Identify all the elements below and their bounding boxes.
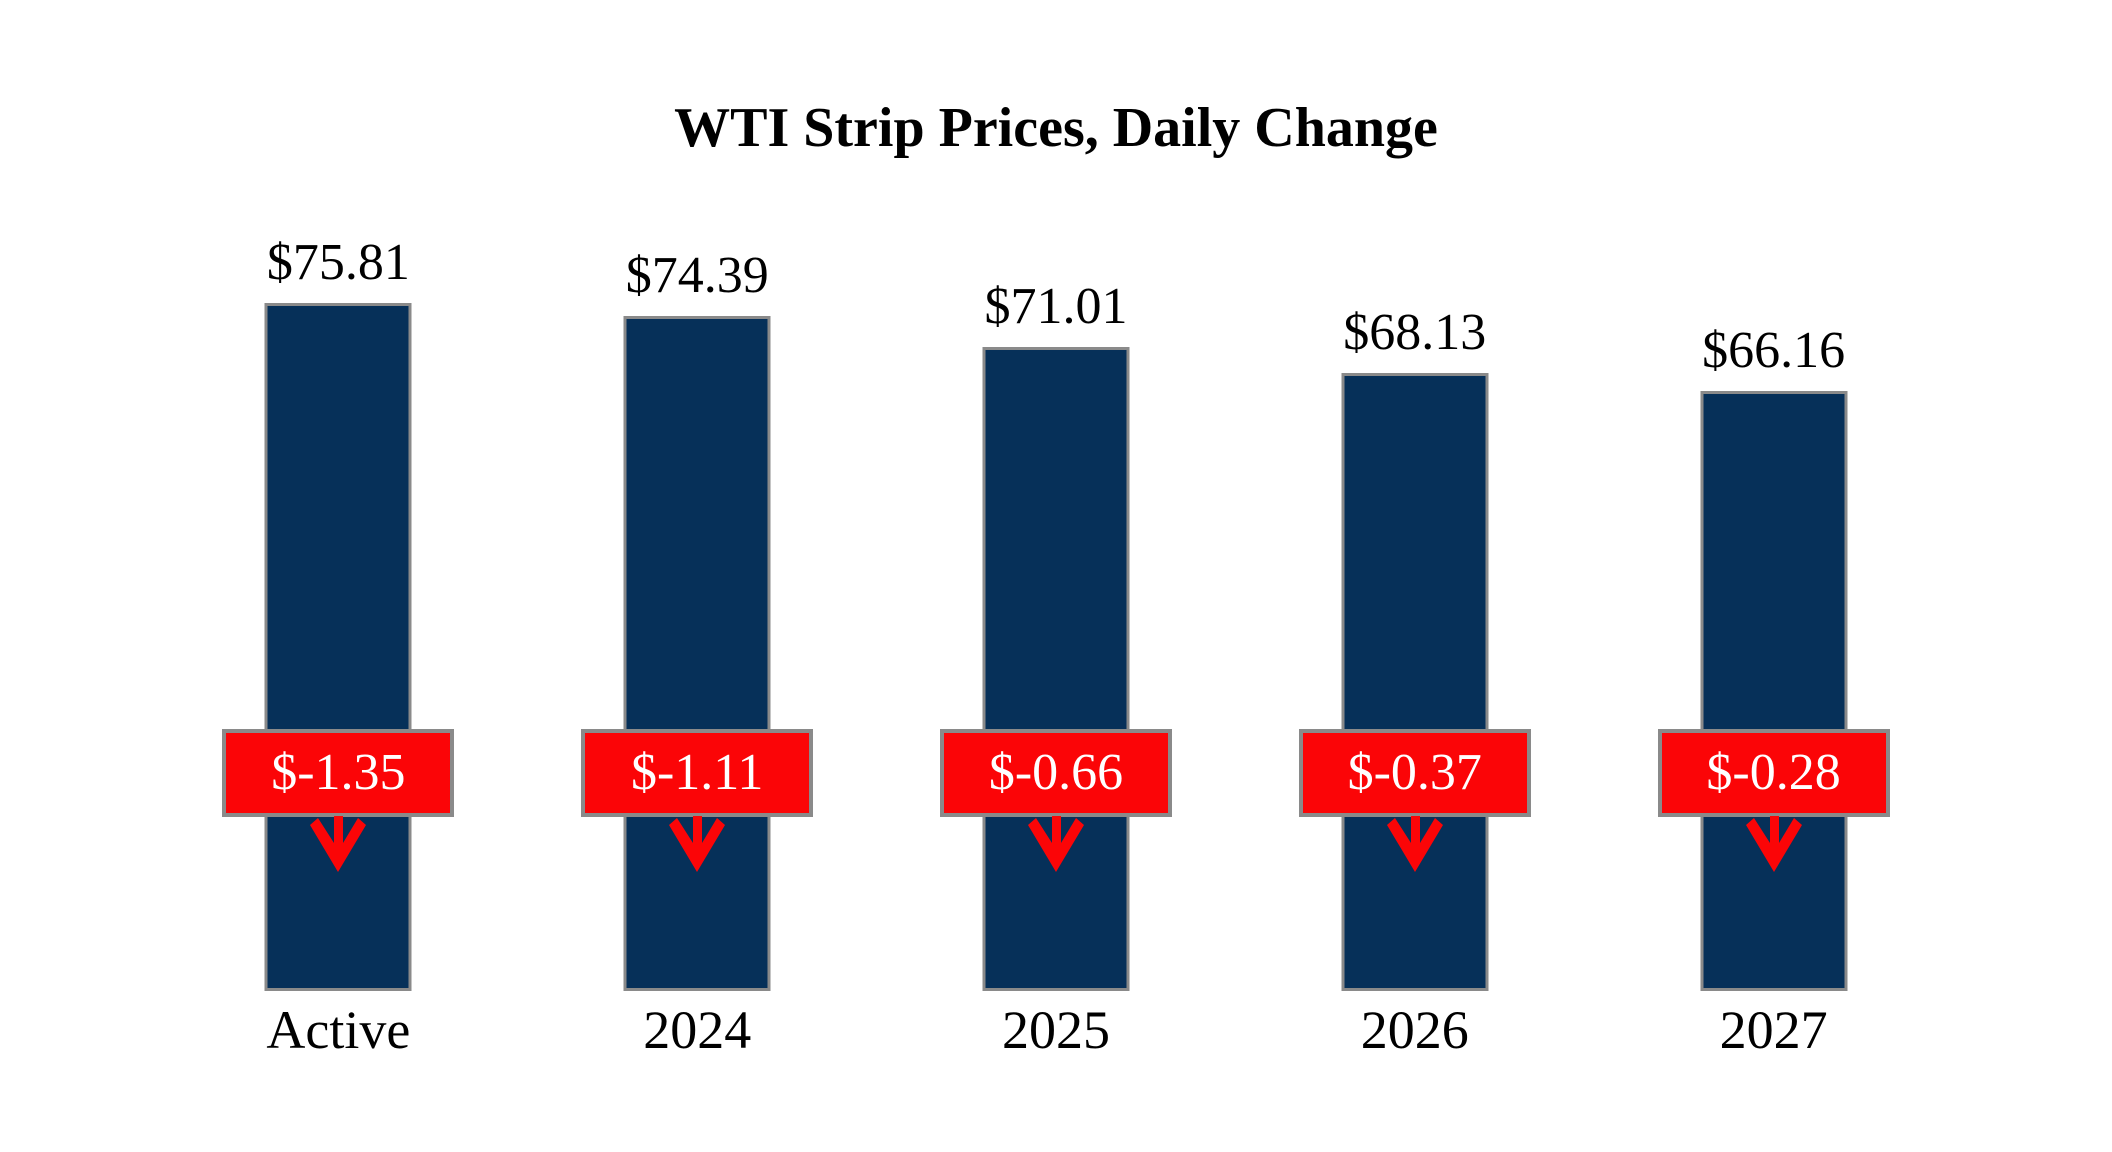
change-badge-label: $-1.35 [271, 744, 406, 801]
category-label: 2025 [1001, 1000, 1110, 1060]
price-bar [264, 303, 412, 991]
change-badge: $-0.28 [1657, 729, 1890, 817]
price-bar [623, 316, 771, 991]
category-label: Active [266, 1000, 411, 1060]
price-label: $71.01 [984, 278, 1128, 335]
change-badge-label: $-0.37 [1347, 744, 1482, 801]
category-label: 2027 [1719, 1000, 1828, 1060]
category-label: 2024 [643, 1000, 752, 1060]
bar-column: $71.01 $-0.66 2025 [877, 0, 1236, 1057]
chart-title: WTI Strip Prices, Daily Change [674, 97, 1438, 159]
bar-column: $74.39 $-1.11 2024 [518, 0, 877, 1057]
price-label: $75.81 [266, 234, 410, 291]
bar-column: $66.16 $-0.28 2027 [1594, 0, 1953, 1057]
change-badge: $-0.66 [939, 729, 1172, 817]
bar-column: $75.81 $-1.35 Active [159, 0, 518, 1057]
chart-row: $75.81 $-1.35 Active $74.39 $-1.11 2024 … [159, 0, 1953, 1057]
price-label: $74.39 [625, 247, 769, 304]
down-arrow-icon [669, 816, 726, 872]
down-arrow-icon [310, 816, 367, 872]
down-arrow-icon [1745, 816, 1802, 872]
category-label: 2026 [1360, 1000, 1469, 1060]
price-bar [1341, 373, 1489, 991]
change-badge: $-1.35 [222, 729, 455, 817]
price-bar [1700, 391, 1848, 991]
change-badge: $-0.37 [1298, 729, 1531, 817]
change-badge-label: $-1.11 [630, 744, 764, 801]
price-bar [982, 347, 1130, 991]
down-arrow-icon [1386, 816, 1443, 872]
price-label: $68.13 [1343, 304, 1487, 361]
price-label: $66.16 [1702, 322, 1846, 379]
down-arrow-icon [1027, 816, 1084, 872]
bar-column: $68.13 $-0.37 2026 [1235, 0, 1594, 1057]
change-badge-label: $-0.28 [1706, 744, 1841, 801]
change-badge-label: $-0.66 [988, 744, 1124, 801]
change-badge: $-1.11 [581, 729, 814, 817]
